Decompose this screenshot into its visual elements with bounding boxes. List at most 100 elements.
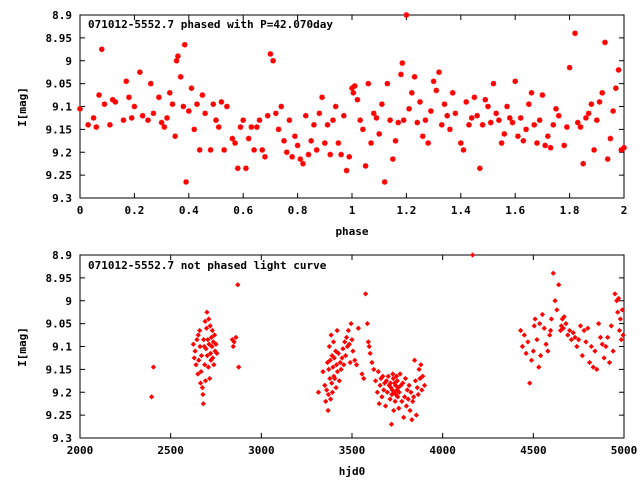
x-tick-label: 1.8 (560, 204, 580, 217)
data-point (351, 83, 358, 89)
data-point (215, 124, 222, 130)
y-tick-label: 8.95 (46, 32, 73, 45)
data-point (586, 359, 593, 366)
data-point (409, 89, 415, 96)
data-point (471, 94, 478, 101)
data-point (305, 151, 312, 158)
data-point (591, 147, 597, 153)
y-tick-label: 9.05 (46, 318, 73, 331)
data-point (419, 133, 426, 140)
data-point (449, 89, 456, 96)
data-point (365, 80, 372, 87)
data-point (405, 396, 411, 402)
data-point (477, 165, 483, 172)
data-point (319, 94, 325, 101)
data-point (610, 108, 616, 114)
data-point (390, 371, 396, 377)
data-point (360, 126, 366, 133)
y-tick-label: 9.1 (52, 341, 72, 354)
data-point (394, 378, 400, 384)
data-point (150, 110, 157, 117)
data-point (190, 341, 196, 347)
data-point (613, 85, 619, 91)
data-point (418, 362, 424, 368)
data-point (315, 389, 322, 395)
data-point (572, 334, 578, 340)
y-tick-label: 9.1 (52, 101, 72, 114)
data-point (324, 122, 331, 128)
x-tick-label: 0.6 (233, 204, 253, 217)
data-point (333, 362, 340, 368)
data-point (214, 350, 220, 356)
data-point (576, 337, 582, 343)
data-point (207, 350, 214, 356)
data-point (292, 133, 298, 140)
data-point (327, 375, 333, 382)
x-tick-label: 1.4 (451, 204, 471, 217)
y-tick-label: 8.9 (52, 249, 72, 262)
data-point (370, 110, 377, 117)
data-point (615, 295, 622, 302)
data-point (326, 343, 332, 350)
data-point (234, 165, 241, 172)
data-point (438, 122, 445, 128)
data-point (401, 414, 407, 421)
data-point (364, 321, 371, 327)
data-point (395, 385, 401, 391)
data-point (554, 307, 560, 313)
data-point (197, 343, 203, 350)
data-point (203, 346, 209, 352)
data-point (402, 375, 409, 382)
data-point (396, 405, 402, 411)
chart-title: 071012-5552.7 not phased light curve (88, 259, 327, 272)
data-point (329, 380, 335, 386)
data-point (422, 117, 429, 124)
data-point (213, 341, 219, 347)
data-point (536, 117, 543, 124)
data-points (77, 12, 627, 185)
data-point (539, 311, 546, 318)
data-point (339, 355, 345, 361)
data-point (397, 371, 403, 377)
data-point (325, 391, 332, 398)
data-point (375, 369, 381, 375)
data-point (534, 337, 540, 343)
data-point (596, 99, 603, 105)
data-point (388, 421, 395, 427)
data-point (137, 69, 143, 75)
data-point (408, 389, 414, 395)
data-point (235, 282, 241, 288)
data-point (553, 105, 559, 112)
data-point (393, 373, 400, 379)
data-point (186, 108, 192, 114)
data-point (381, 179, 388, 185)
data-point (175, 53, 181, 59)
data-point (341, 362, 347, 368)
data-point (601, 355, 607, 361)
data-point (387, 396, 393, 402)
data-point (460, 147, 467, 153)
data-point (352, 357, 358, 363)
data-point (371, 366, 377, 372)
data-point (230, 343, 236, 350)
data-point (229, 135, 236, 142)
data-point (493, 110, 499, 117)
data-point (566, 64, 573, 71)
data-point (209, 343, 215, 350)
data-point (377, 382, 383, 389)
data-point (376, 131, 382, 137)
x-tick-label: 3500 (339, 444, 366, 457)
x-tick-label: 0.8 (288, 204, 308, 217)
data-point (289, 154, 295, 160)
y-axis-ticks: 8.9 8.95 9 9.05 9.1 9.15 9.2 9.25 9.3 (46, 249, 624, 445)
data-point (545, 133, 551, 140)
data-point (523, 126, 529, 133)
data-point (521, 332, 527, 338)
data-point (604, 156, 611, 162)
data-point (196, 147, 203, 153)
y-tick-label: 9.3 (52, 192, 72, 205)
data-point (526, 101, 532, 108)
y-tick-label: 9.15 (46, 123, 73, 136)
data-point (585, 110, 592, 117)
data-point (588, 101, 595, 108)
